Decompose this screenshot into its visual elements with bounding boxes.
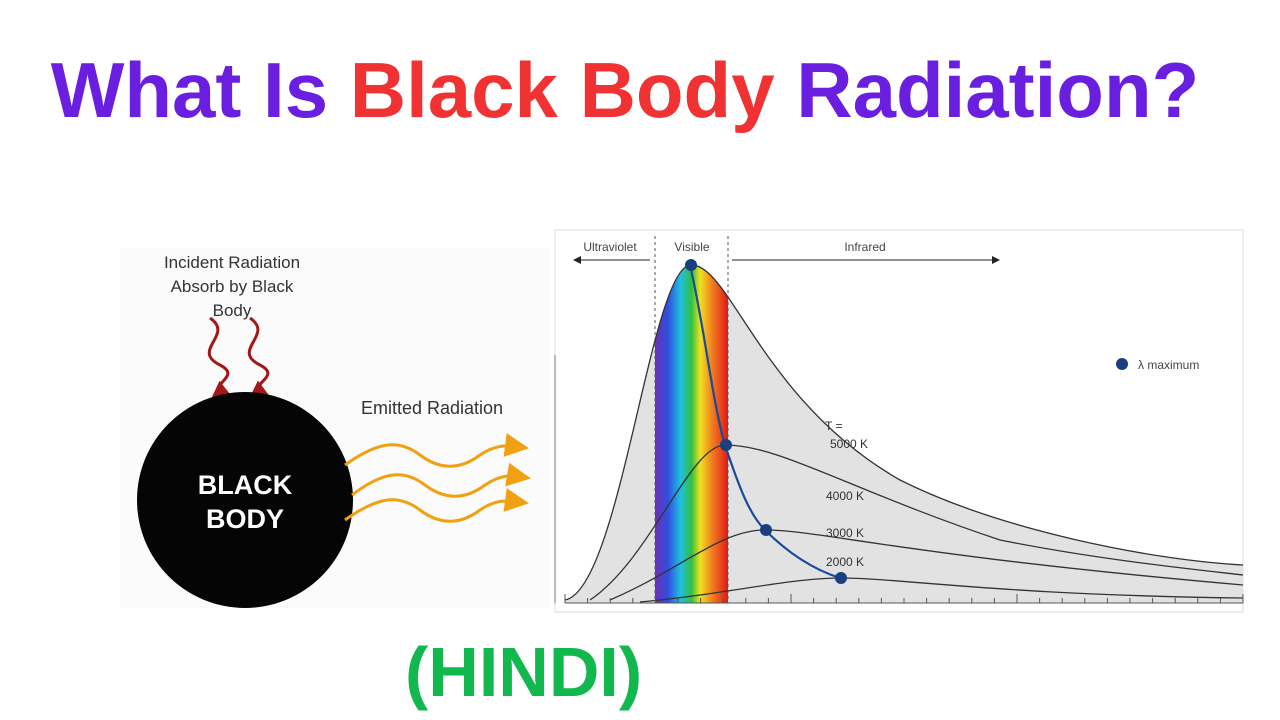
curve xyxy=(609,529,1244,601)
curve-label: 5000 K xyxy=(830,437,868,451)
max-point xyxy=(835,572,847,584)
body-label: BODY xyxy=(206,504,284,534)
incident-label: Absorb by Black xyxy=(171,277,294,296)
emitted-arrow xyxy=(344,488,529,523)
curve-label: 2000 K xyxy=(826,555,864,569)
subtitle: (HINDI) xyxy=(405,633,643,711)
black-body xyxy=(137,392,353,608)
incident-label: Body xyxy=(213,301,252,320)
curve xyxy=(589,444,1244,601)
legend-label: λ maximum xyxy=(1138,358,1199,372)
body-label: BLACK xyxy=(198,470,293,500)
incident-arrow xyxy=(207,316,237,403)
max-line xyxy=(688,264,841,580)
curve-label: 4000 K xyxy=(826,489,864,503)
incident-arrow xyxy=(247,316,275,403)
max-point xyxy=(720,439,732,451)
region-label: Ultraviolet xyxy=(583,240,637,254)
title: What Is Black Body Radiation? xyxy=(0,45,1250,136)
curve xyxy=(639,577,1244,603)
title-part: Radiation? xyxy=(796,46,1200,134)
title-part: Black Body xyxy=(349,46,775,134)
max-point xyxy=(685,259,697,271)
region-label: Visible xyxy=(674,240,709,254)
visible-band xyxy=(655,264,728,603)
emitted-arrow xyxy=(344,433,529,468)
emitted-label: Emitted Radiation xyxy=(361,398,503,418)
curve xyxy=(564,264,1244,601)
legend-marker xyxy=(1116,358,1128,370)
title-part: What Is xyxy=(50,46,329,134)
curve-label: 3000 K xyxy=(826,526,864,540)
emitted-arrow xyxy=(351,462,531,498)
incident-label: Incident Radiation xyxy=(164,253,300,272)
curve-area xyxy=(565,264,1243,603)
curve-label: T = xyxy=(825,419,842,433)
max-point xyxy=(760,524,772,536)
region-label: Infrared xyxy=(844,240,885,254)
